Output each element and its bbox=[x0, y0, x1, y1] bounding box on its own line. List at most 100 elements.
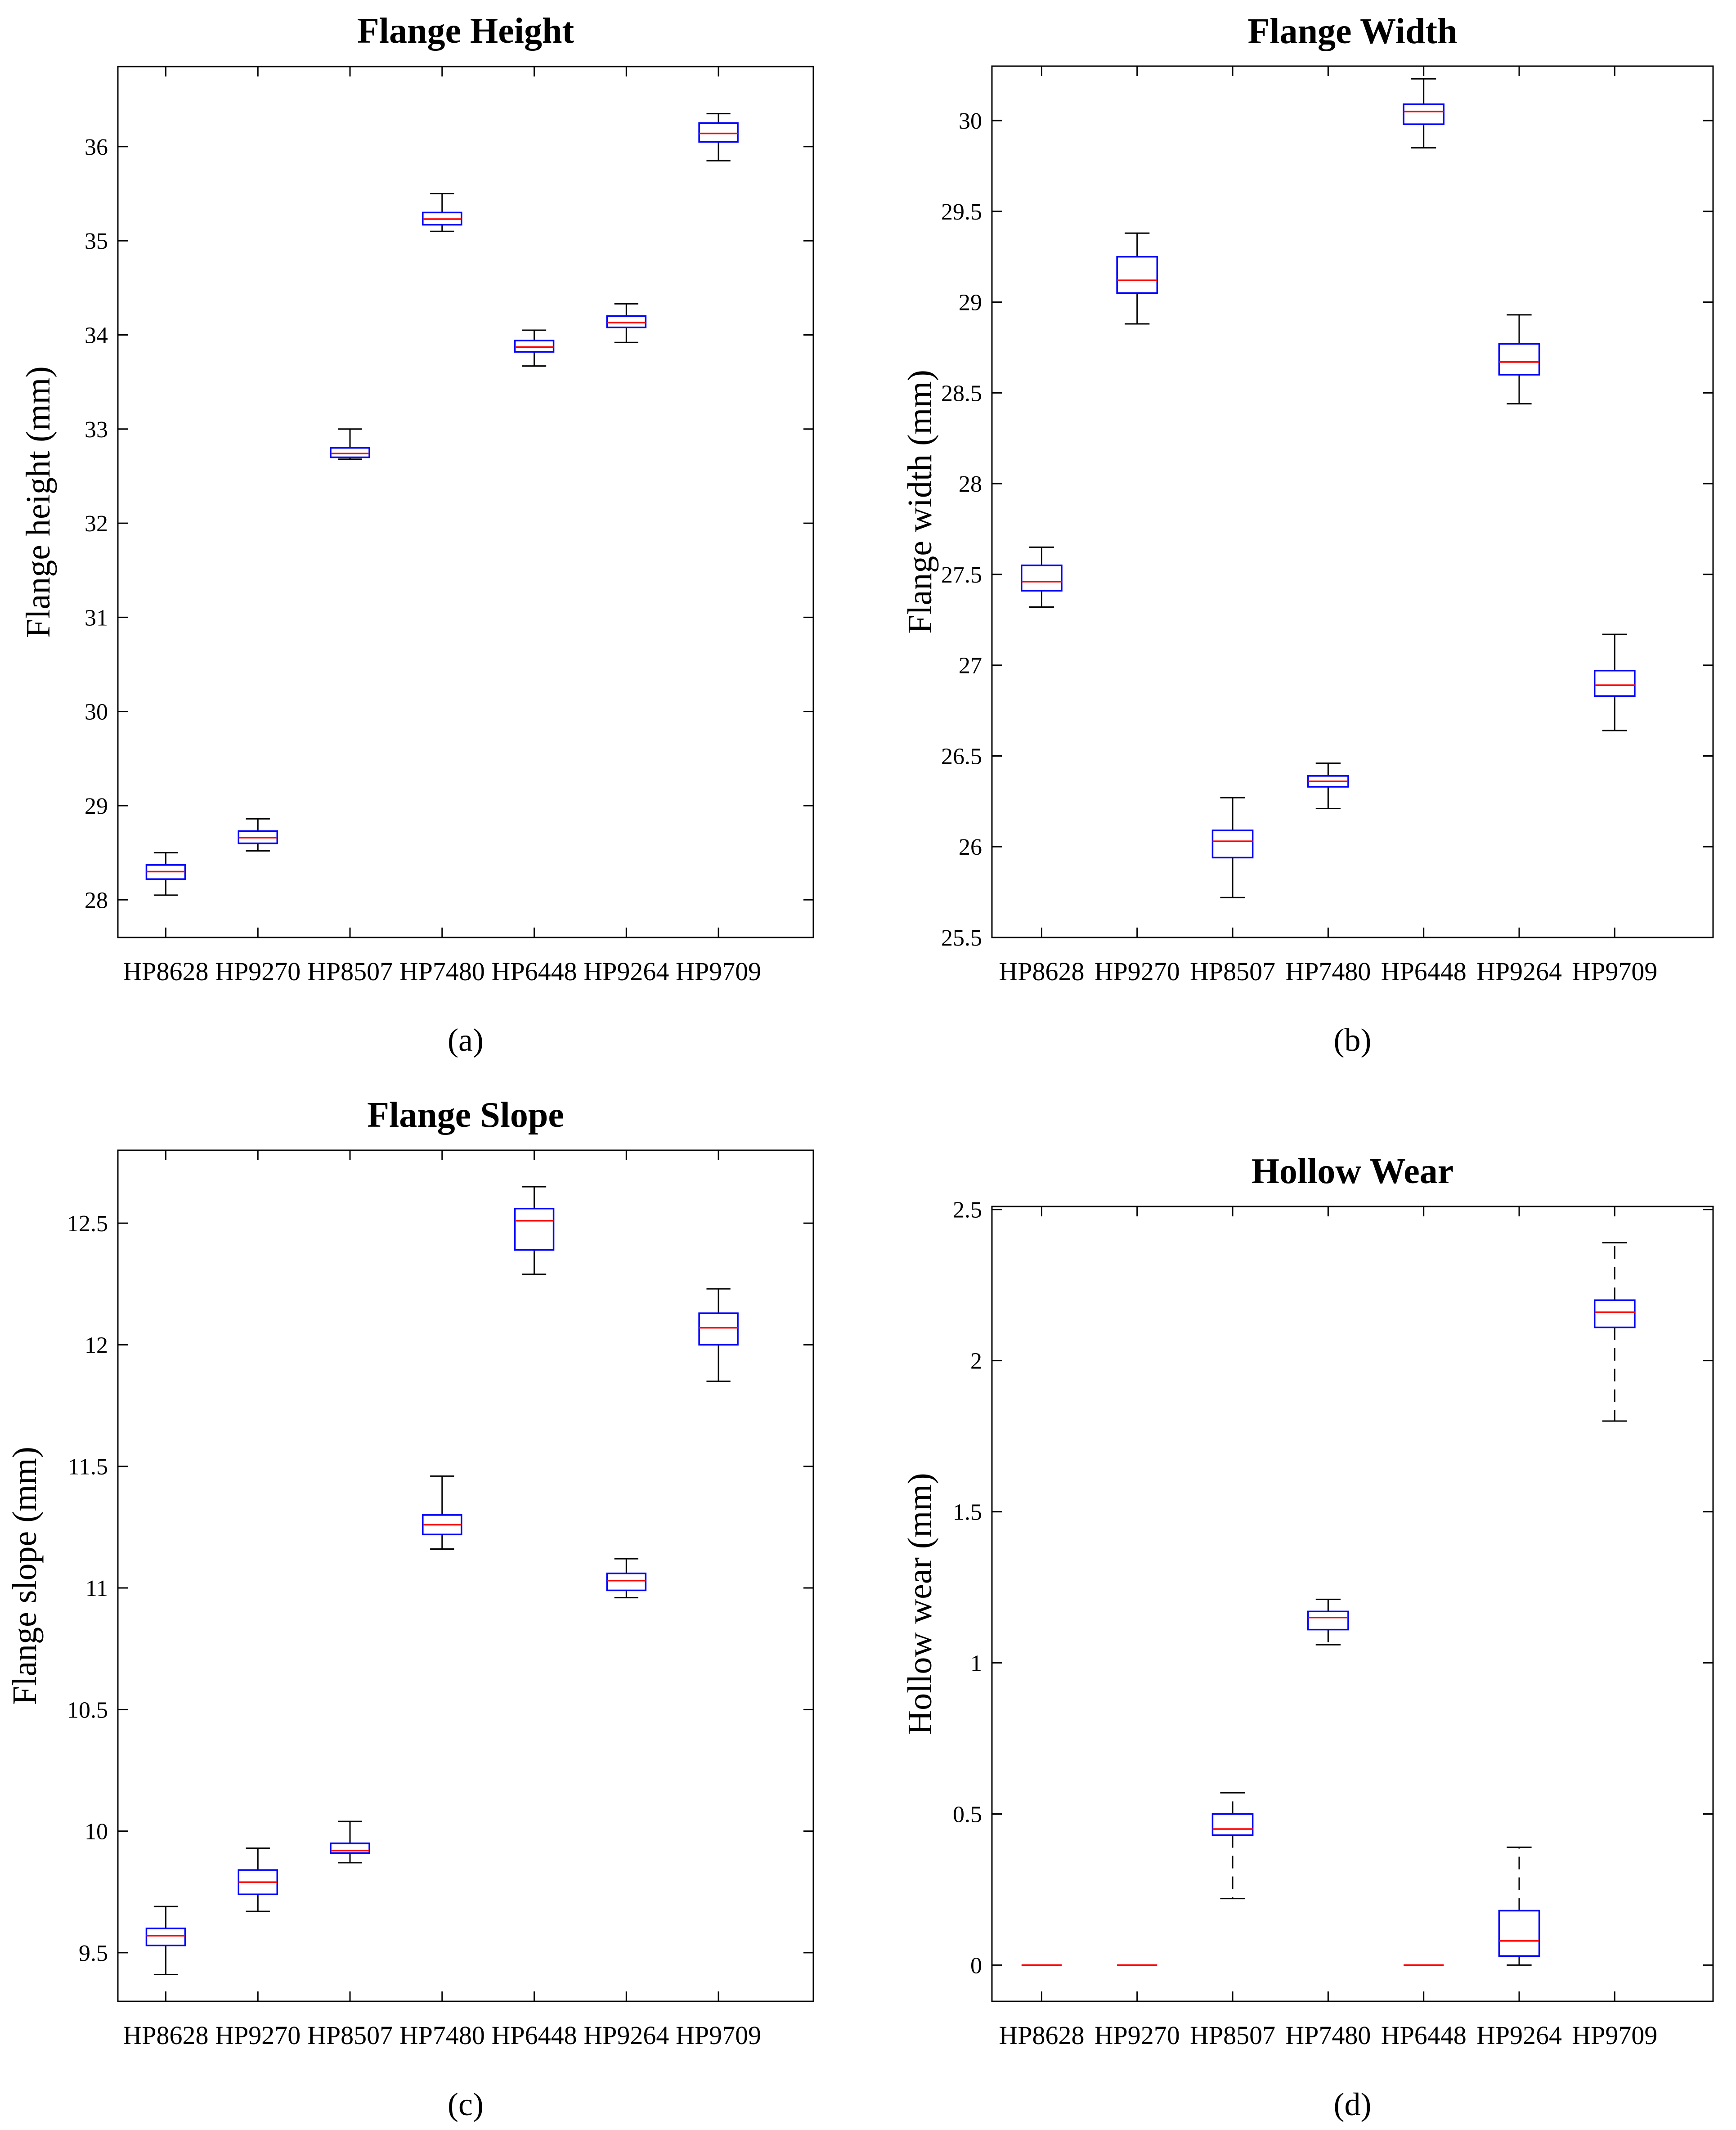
box-iqr bbox=[514, 340, 555, 353]
panel-caption: (c) bbox=[448, 2086, 484, 2122]
box-plot-hp9264 bbox=[1498, 314, 1540, 405]
chart-flange-height: Flange Height 28 29 30 31 32 33 34 35 36 Flange he… bbox=[19, 11, 814, 1058]
y-tick-label: 29 bbox=[85, 794, 108, 819]
box-iqr bbox=[1593, 1299, 1636, 1328]
chart-flange-width: Flange Width 25.5 26 26.5 27 27.5 28 28.5 29 29.5… bbox=[901, 12, 1714, 1058]
x-tick-label: HP7480 bbox=[399, 2021, 485, 2050]
x-tick-label: HP6448 bbox=[491, 2021, 577, 2050]
box-plot-hp8628 bbox=[1021, 546, 1063, 608]
chart-title: Flange Width bbox=[1247, 12, 1457, 51]
y-tick-label: 27.5 bbox=[941, 562, 982, 588]
box-plot-hp8507 bbox=[1211, 1792, 1254, 1900]
x-tick-label: HP7480 bbox=[1285, 2021, 1371, 2050]
x-tick-label: HP9709 bbox=[676, 2021, 761, 2050]
y-tick-label: 28 bbox=[959, 471, 982, 497]
y-tick-label: 11.5 bbox=[68, 1454, 108, 1480]
box-iqr bbox=[1498, 343, 1540, 376]
y-axis-label: Flange slope (mm) bbox=[6, 1447, 44, 1705]
box-plot-hp6448 bbox=[1403, 78, 1445, 149]
box-plot-hp7480 bbox=[422, 1475, 462, 1550]
x-tick-label: HP7480 bbox=[399, 957, 485, 986]
panel-caption: (d) bbox=[1334, 2086, 1372, 2122]
box-plot-hp7480 bbox=[1307, 1598, 1349, 1646]
box-plot-hp9709 bbox=[1593, 633, 1636, 731]
y-tick-label: 30 bbox=[85, 700, 108, 725]
box-iqr bbox=[698, 122, 739, 143]
box-iqr bbox=[1211, 1813, 1254, 1836]
x-tick-label: HP8628 bbox=[123, 2021, 208, 2050]
y-tick-label: 1 bbox=[970, 1651, 982, 1677]
box-plot-hp8507 bbox=[330, 428, 370, 460]
chart-hollow-wear: Hollow Wear 0 0.5 1 1.5 2 2.5 Hollow wear (mm) H… bbox=[901, 1152, 1714, 2122]
y-axis-label: Flange width (mm) bbox=[901, 370, 939, 634]
chart-title: Flange Slope bbox=[367, 1095, 564, 1135]
box-plot-hp9264 bbox=[606, 1558, 647, 1599]
x-tick-label: HP9264 bbox=[583, 957, 669, 986]
y-tick-label: 32 bbox=[85, 511, 108, 537]
y-tick-label: 31 bbox=[85, 605, 108, 631]
y-axis-label: Flange height (mm) bbox=[19, 366, 57, 638]
plot-frame bbox=[117, 1149, 814, 2002]
y-tick-label: 29.5 bbox=[941, 199, 982, 225]
box-iqr bbox=[330, 447, 370, 458]
box-plot-hp9709 bbox=[1593, 1242, 1636, 1422]
box-iqr bbox=[1498, 1910, 1540, 1957]
plot-frame bbox=[991, 65, 1714, 938]
y-tick-label: 0.5 bbox=[953, 1802, 982, 1827]
x-tick-label: HP8507 bbox=[307, 2021, 393, 2050]
plot-frame bbox=[117, 66, 814, 938]
box-plot-hp8628 bbox=[145, 852, 186, 896]
x-tick-label: HP8628 bbox=[123, 957, 208, 986]
y-tick-label: 12.5 bbox=[67, 1211, 108, 1237]
x-tick-label: HP9270 bbox=[1095, 957, 1180, 986]
y-tick-label: 1.5 bbox=[953, 1500, 982, 1525]
x-tick-label: HP9264 bbox=[583, 2021, 669, 2050]
box-iqr bbox=[1593, 670, 1636, 697]
box-plot-hp9270 bbox=[238, 1847, 278, 1912]
box-plot-hp6448 bbox=[514, 1186, 555, 1275]
panel-caption: (a) bbox=[448, 1022, 484, 1058]
x-tick-label: HP9264 bbox=[1476, 2021, 1562, 2050]
y-tick-label: 2 bbox=[970, 1349, 982, 1374]
x-tick-label: HP9709 bbox=[1572, 2021, 1657, 2050]
plot-frame bbox=[991, 1206, 1714, 2002]
y-tick-label: 30 bbox=[959, 108, 982, 134]
box-plot-hp7480 bbox=[422, 193, 462, 232]
y-tick-label: 12 bbox=[85, 1332, 108, 1358]
box-iqr bbox=[606, 315, 647, 328]
y-tick-label: 26 bbox=[959, 834, 982, 860]
box-plot-hp8507 bbox=[1211, 797, 1254, 898]
box-iqr bbox=[1116, 256, 1158, 294]
chart-title: Hollow Wear bbox=[1252, 1152, 1454, 1191]
box-plot-hp6448 bbox=[514, 329, 555, 367]
x-tick-label: HP6448 bbox=[1381, 957, 1467, 986]
x-tick-label: HP9264 bbox=[1476, 957, 1562, 986]
panel-caption: (b) bbox=[1334, 1022, 1372, 1058]
box-iqr bbox=[330, 1842, 370, 1854]
y-tick-label: 0 bbox=[970, 1953, 982, 1978]
x-tick-label: HP8507 bbox=[1190, 2021, 1275, 2050]
y-tick-label: 27 bbox=[959, 653, 982, 679]
y-tick-label: 10.5 bbox=[67, 1697, 108, 1723]
y-axis-label: Hollow wear (mm) bbox=[901, 1473, 939, 1735]
x-tick-label: HP9270 bbox=[215, 2021, 301, 2050]
y-tick-label: 36 bbox=[85, 135, 108, 160]
box-plot-hp7480 bbox=[1307, 762, 1349, 809]
y-tick-label: 29 bbox=[959, 290, 982, 316]
box-iqr bbox=[1403, 103, 1445, 125]
box-iqr bbox=[1211, 830, 1254, 859]
box-iqr bbox=[698, 1312, 739, 1346]
x-tick-label: HP7480 bbox=[1285, 957, 1371, 986]
y-tick-label: 28 bbox=[85, 888, 108, 913]
box-iqr bbox=[1307, 1610, 1349, 1631]
chart-flange-slope: Flange Slope 9.5 10 10.5 11 11.5 12 12.5 Flange … bbox=[6, 1095, 814, 2122]
y-tick-label: 10 bbox=[85, 1819, 108, 1845]
x-tick-label: HP9270 bbox=[1095, 2021, 1180, 2050]
x-tick-label: HP9709 bbox=[1572, 957, 1657, 986]
y-tick-label: 25.5 bbox=[941, 925, 982, 951]
x-tick-label: HP8507 bbox=[307, 957, 393, 986]
y-tick-label: 34 bbox=[85, 323, 108, 348]
box-iqr bbox=[1021, 564, 1063, 592]
box-plot-hp9270 bbox=[238, 818, 278, 852]
